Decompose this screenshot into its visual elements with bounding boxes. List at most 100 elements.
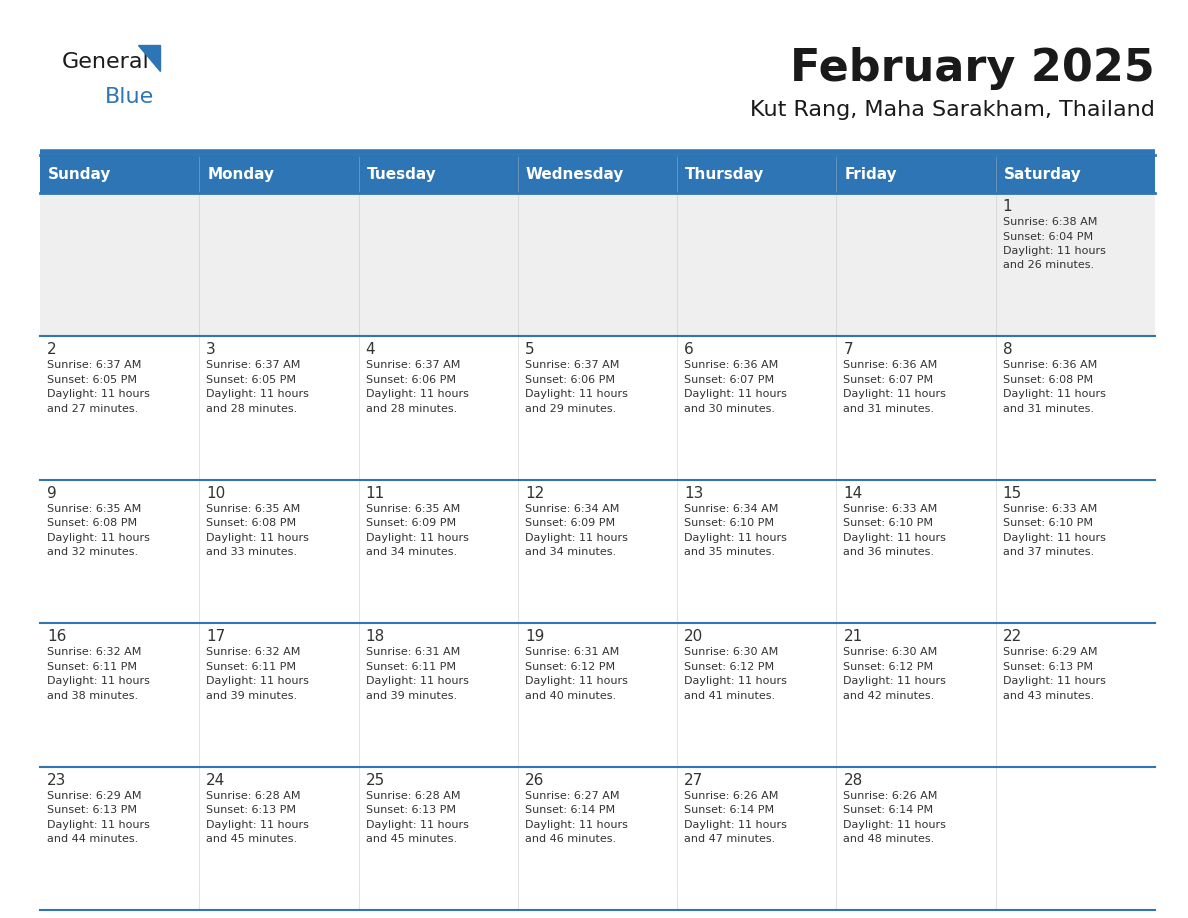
Text: Sunrise: 6:34 AM: Sunrise: 6:34 AM: [525, 504, 619, 514]
Text: Sunset: 6:13 PM: Sunset: 6:13 PM: [1003, 662, 1093, 672]
Text: and 31 minutes.: and 31 minutes.: [843, 404, 935, 414]
Text: 20: 20: [684, 629, 703, 644]
Polygon shape: [138, 45, 160, 71]
Text: and 45 minutes.: and 45 minutes.: [366, 834, 456, 844]
Text: Daylight: 11 hours: Daylight: 11 hours: [366, 532, 468, 543]
Text: 17: 17: [207, 629, 226, 644]
Text: Sunset: 6:14 PM: Sunset: 6:14 PM: [684, 805, 775, 815]
Text: Daylight: 11 hours: Daylight: 11 hours: [684, 389, 786, 399]
Text: Sunrise: 6:32 AM: Sunrise: 6:32 AM: [48, 647, 141, 657]
Text: and 37 minutes.: and 37 minutes.: [1003, 547, 1094, 557]
Text: Sunrise: 6:31 AM: Sunrise: 6:31 AM: [525, 647, 619, 657]
Text: Daylight: 11 hours: Daylight: 11 hours: [366, 389, 468, 399]
Text: Sunset: 6:13 PM: Sunset: 6:13 PM: [207, 805, 296, 815]
Text: 7: 7: [843, 342, 853, 357]
Text: 10: 10: [207, 486, 226, 501]
Text: Daylight: 11 hours: Daylight: 11 hours: [684, 677, 786, 686]
Text: and 39 minutes.: and 39 minutes.: [366, 690, 456, 700]
Text: Sunrise: 6:28 AM: Sunrise: 6:28 AM: [366, 790, 460, 800]
Text: Daylight: 11 hours: Daylight: 11 hours: [207, 677, 309, 686]
Text: Sunrise: 6:31 AM: Sunrise: 6:31 AM: [366, 647, 460, 657]
Text: Sunset: 6:13 PM: Sunset: 6:13 PM: [366, 805, 455, 815]
Text: and 28 minutes.: and 28 minutes.: [207, 404, 297, 414]
Text: Daylight: 11 hours: Daylight: 11 hours: [48, 677, 150, 686]
Text: and 31 minutes.: and 31 minutes.: [1003, 404, 1094, 414]
Text: 22: 22: [1003, 629, 1022, 644]
Text: Sunset: 6:08 PM: Sunset: 6:08 PM: [1003, 375, 1093, 385]
Text: Sunrise: 6:26 AM: Sunrise: 6:26 AM: [843, 790, 937, 800]
Text: 2: 2: [48, 342, 57, 357]
Text: Daylight: 11 hours: Daylight: 11 hours: [207, 389, 309, 399]
Text: Daylight: 11 hours: Daylight: 11 hours: [525, 677, 627, 686]
Text: 8: 8: [1003, 342, 1012, 357]
Text: and 46 minutes.: and 46 minutes.: [525, 834, 617, 844]
Text: Daylight: 11 hours: Daylight: 11 hours: [366, 677, 468, 686]
Text: Daylight: 11 hours: Daylight: 11 hours: [684, 532, 786, 543]
Text: and 30 minutes.: and 30 minutes.: [684, 404, 775, 414]
Text: 23: 23: [48, 773, 67, 788]
Text: Saturday: Saturday: [1004, 166, 1081, 182]
Text: Daylight: 11 hours: Daylight: 11 hours: [843, 820, 947, 830]
Text: and 45 minutes.: and 45 minutes.: [207, 834, 297, 844]
Text: Daylight: 11 hours: Daylight: 11 hours: [1003, 246, 1106, 256]
Text: February 2025: February 2025: [790, 47, 1155, 89]
Text: 27: 27: [684, 773, 703, 788]
Text: Sunrise: 6:33 AM: Sunrise: 6:33 AM: [1003, 504, 1097, 514]
Text: and 36 minutes.: and 36 minutes.: [843, 547, 935, 557]
Text: Sunrise: 6:33 AM: Sunrise: 6:33 AM: [843, 504, 937, 514]
Text: 18: 18: [366, 629, 385, 644]
Text: and 39 minutes.: and 39 minutes.: [207, 690, 297, 700]
Text: Sunset: 6:04 PM: Sunset: 6:04 PM: [1003, 231, 1093, 241]
Text: and 34 minutes.: and 34 minutes.: [525, 547, 617, 557]
Text: Sunset: 6:06 PM: Sunset: 6:06 PM: [525, 375, 615, 385]
Text: Tuesday: Tuesday: [367, 166, 436, 182]
Text: and 38 minutes.: and 38 minutes.: [48, 690, 138, 700]
Text: 13: 13: [684, 486, 703, 501]
Text: Sunset: 6:10 PM: Sunset: 6:10 PM: [684, 519, 775, 528]
FancyBboxPatch shape: [40, 336, 1155, 480]
Text: Sunrise: 6:28 AM: Sunrise: 6:28 AM: [207, 790, 301, 800]
Text: 5: 5: [525, 342, 535, 357]
Text: Sunset: 6:12 PM: Sunset: 6:12 PM: [525, 662, 615, 672]
Text: Sunday: Sunday: [48, 166, 112, 182]
Text: Sunset: 6:09 PM: Sunset: 6:09 PM: [366, 519, 456, 528]
Text: 19: 19: [525, 629, 544, 644]
FancyBboxPatch shape: [40, 193, 1155, 336]
Text: Sunset: 6:11 PM: Sunset: 6:11 PM: [366, 662, 455, 672]
Text: Daylight: 11 hours: Daylight: 11 hours: [525, 389, 627, 399]
FancyBboxPatch shape: [40, 155, 1155, 193]
Text: and 28 minutes.: and 28 minutes.: [366, 404, 457, 414]
Text: Sunset: 6:14 PM: Sunset: 6:14 PM: [525, 805, 615, 815]
Text: Daylight: 11 hours: Daylight: 11 hours: [525, 820, 627, 830]
Text: Sunset: 6:11 PM: Sunset: 6:11 PM: [207, 662, 296, 672]
Text: Daylight: 11 hours: Daylight: 11 hours: [1003, 389, 1106, 399]
Text: 24: 24: [207, 773, 226, 788]
Text: Sunrise: 6:35 AM: Sunrise: 6:35 AM: [207, 504, 301, 514]
Text: and 29 minutes.: and 29 minutes.: [525, 404, 617, 414]
Text: 3: 3: [207, 342, 216, 357]
Text: Sunrise: 6:27 AM: Sunrise: 6:27 AM: [525, 790, 619, 800]
Text: Kut Rang, Maha Sarakham, Thailand: Kut Rang, Maha Sarakham, Thailand: [750, 100, 1155, 120]
Text: 16: 16: [48, 629, 67, 644]
Text: and 35 minutes.: and 35 minutes.: [684, 547, 775, 557]
Text: Sunrise: 6:29 AM: Sunrise: 6:29 AM: [48, 790, 141, 800]
Text: Sunrise: 6:37 AM: Sunrise: 6:37 AM: [525, 361, 619, 370]
Text: Daylight: 11 hours: Daylight: 11 hours: [1003, 532, 1106, 543]
Text: Monday: Monday: [207, 166, 274, 182]
Text: Sunrise: 6:32 AM: Sunrise: 6:32 AM: [207, 647, 301, 657]
Text: and 27 minutes.: and 27 minutes.: [48, 404, 138, 414]
Text: Sunrise: 6:38 AM: Sunrise: 6:38 AM: [1003, 217, 1097, 227]
Text: Daylight: 11 hours: Daylight: 11 hours: [843, 677, 947, 686]
Text: Sunrise: 6:36 AM: Sunrise: 6:36 AM: [1003, 361, 1097, 370]
Text: 6: 6: [684, 342, 694, 357]
Text: Sunrise: 6:30 AM: Sunrise: 6:30 AM: [684, 647, 778, 657]
Text: 26: 26: [525, 773, 544, 788]
Text: Sunset: 6:08 PM: Sunset: 6:08 PM: [48, 519, 137, 528]
Text: 12: 12: [525, 486, 544, 501]
Text: Daylight: 11 hours: Daylight: 11 hours: [366, 820, 468, 830]
Text: and 32 minutes.: and 32 minutes.: [48, 547, 138, 557]
Text: and 43 minutes.: and 43 minutes.: [1003, 690, 1094, 700]
Text: Daylight: 11 hours: Daylight: 11 hours: [1003, 677, 1106, 686]
Text: Daylight: 11 hours: Daylight: 11 hours: [525, 532, 627, 543]
Text: Sunrise: 6:30 AM: Sunrise: 6:30 AM: [843, 647, 937, 657]
